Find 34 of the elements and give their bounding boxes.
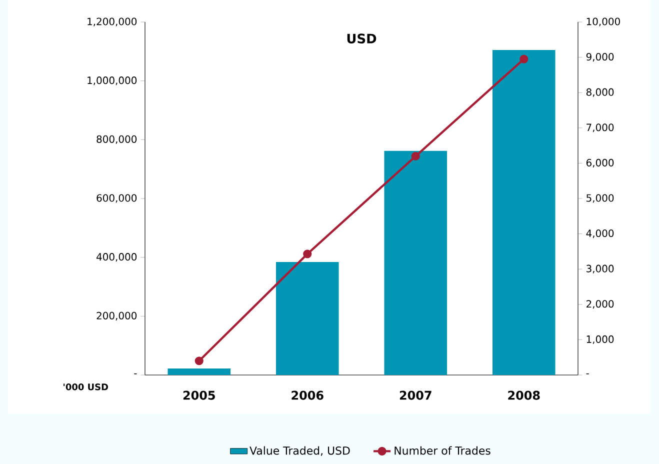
y-tick-label: 800,000	[96, 135, 137, 144]
y2-tick-label: -	[586, 373, 589, 374]
text: USD	[347, 34, 376, 44]
y-tick-label: 600,000	[96, 194, 137, 203]
y-tick-label: 1,200,000	[88, 18, 137, 26]
y-tick-label: 1,000,000	[88, 76, 137, 86]
point	[520, 54, 528, 64]
y2-tick-label: 5,000	[586, 194, 614, 203]
x-tick-label: 2007	[400, 390, 432, 400]
x-tick-label: 2005	[183, 390, 215, 400]
point	[411, 152, 420, 160]
bar	[492, 50, 556, 375]
y-tick-label: 200,000	[96, 312, 137, 320]
y2-tick-label: 3,000	[586, 264, 614, 274]
bar	[384, 150, 448, 375]
y2-tick-label: 2,000	[586, 300, 614, 309]
y2-tick-label: 9,000	[586, 53, 614, 62]
y2-tick-label: 8,000	[586, 88, 614, 97]
x-tick-label: 2006	[292, 390, 324, 400]
bar	[276, 262, 339, 375]
y2-tick-label: 7,000	[586, 124, 614, 132]
legend-label: Value Traded, USD	[250, 446, 350, 456]
text: '000 USD	[64, 384, 108, 390]
point	[303, 250, 312, 258]
y-tick-label: -	[134, 373, 137, 374]
bar	[168, 368, 231, 375]
point	[194, 356, 204, 366]
y2-tick-label: 1,000	[586, 335, 614, 344]
y2-tick-label: 10,000	[586, 18, 620, 26]
y2-tick-label: 6,000	[586, 158, 614, 168]
y2-tick-label: 4,000	[586, 230, 614, 238]
x-tick-label: 2008	[508, 390, 540, 400]
y-tick-label: 400,000	[96, 253, 137, 262]
legend-label: Number of Trades	[394, 446, 490, 455]
